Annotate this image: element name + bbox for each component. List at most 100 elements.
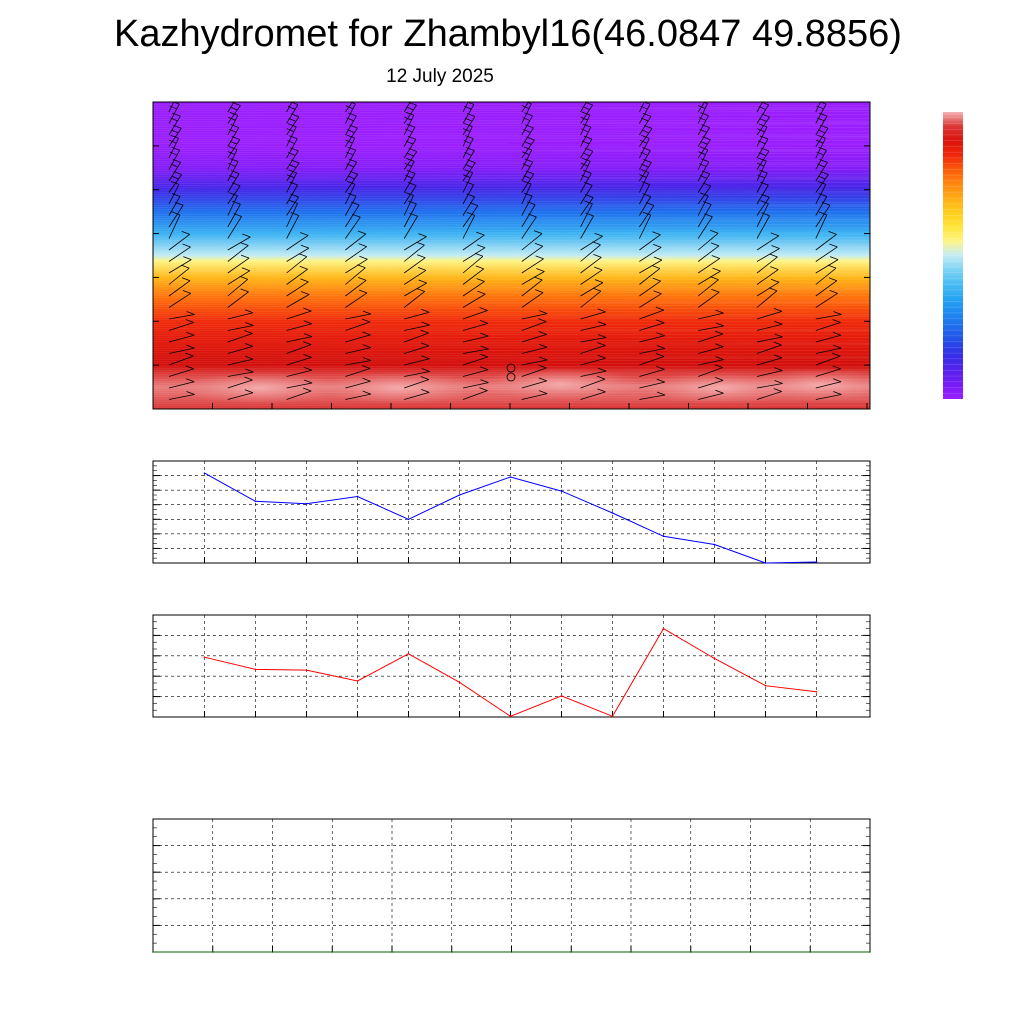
wind-barb [756,391,782,400]
wind-barb [756,256,778,274]
wind-barb [580,345,606,354]
wind-barb [639,322,665,331]
wind-barb [521,313,548,320]
wind-barb [168,355,194,366]
wind-barb [286,336,313,343]
wind-barb [815,196,828,216]
wind-barb [168,259,192,274]
wind-barb [168,280,191,297]
wind-barb [462,215,476,239]
wind-barb [639,309,664,320]
wind-barb [345,292,368,308]
wind-barb [227,358,254,366]
wind-barb [698,333,724,343]
wind-barb [462,234,485,251]
wind-barb [580,311,606,320]
wind-barb [639,356,665,366]
wind-barb [521,204,536,228]
wind-barb [462,382,489,389]
wind-barb [639,205,655,228]
wind-barb [815,267,837,285]
wind-barb [345,267,366,285]
wind-barb [875,372,901,377]
wind-barb [875,313,900,319]
wind-barb [403,105,417,124]
wind-barb [462,268,485,285]
wind-barb [875,326,901,331]
wind-barb [756,269,779,285]
wind-barb [875,196,885,216]
wind-barb [815,128,829,147]
wind-barb [639,335,665,343]
wind-barb [227,392,254,400]
wind-barb [345,368,371,377]
wind-barb [580,244,601,262]
wind-barb [697,279,719,297]
wind-barb [345,334,371,343]
wind-barb [815,368,841,377]
wind-barb [580,151,594,170]
wind-barb [462,293,486,308]
wind-barb [580,357,606,366]
wind-barb [403,244,425,262]
data-point [815,691,818,693]
wind-barb [521,359,548,366]
wind-barb [815,204,831,228]
wind-barb [403,291,425,308]
data-point [391,951,393,953]
wind-barb [462,255,484,274]
wind-barb [286,369,312,377]
wind-barb [345,216,361,239]
wind-barb [698,312,724,320]
contour-lines [153,102,870,409]
wind-barb [815,322,841,331]
wind-barb [345,360,372,366]
wind-barb [697,204,712,228]
temp-2m-panel [152,614,871,718]
wind-barb [698,392,724,400]
wind-barb [345,127,358,147]
wind-barb [875,174,886,193]
wind-barb [286,344,312,354]
wind-barb [580,337,607,343]
wind-barb [875,258,896,273]
wind-barb [462,196,475,216]
wind-barb [815,214,828,239]
wind-barb [345,246,367,262]
wind-barb [875,359,900,365]
wind-barb [580,203,593,228]
wind-barb [168,204,184,228]
wind-barb [227,345,253,354]
wind-barb [462,205,479,228]
wind-barb [227,291,249,308]
wind-barb [345,347,371,354]
data-point [611,512,614,514]
wind-barb [345,258,368,274]
wind-barb [404,311,430,320]
wind-barb [639,368,665,377]
temperature-colorbar [943,112,963,399]
wind-barb [698,325,724,331]
data-point [570,951,573,953]
wind-barb [168,293,192,308]
wind-barb [286,215,300,239]
wind-barb [756,150,770,170]
wind-barb [404,371,430,377]
wind-barb [875,115,885,135]
wind-barb [697,291,720,308]
wind-barb [403,185,417,205]
wind-barb [168,267,190,285]
wind-barb [286,162,300,182]
wind-barb [286,268,308,285]
pmsl-panel [152,460,871,564]
wind-barb [875,279,895,296]
wind-barb [286,382,313,389]
wind-barb [462,335,489,343]
wind-barb [227,257,250,274]
wind-barb [462,247,486,262]
wind-barb [756,235,780,251]
calm-wind-marker [506,363,516,373]
wind-barb [698,380,724,389]
wind-barb [875,346,900,353]
